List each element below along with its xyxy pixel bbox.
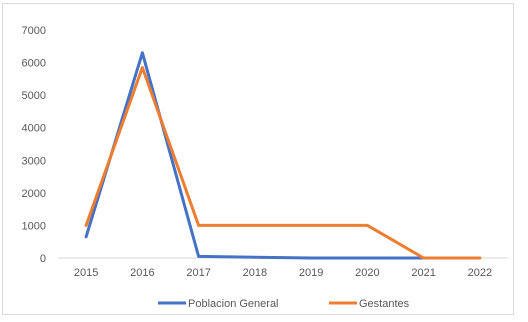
x-tick-label: 2016 — [130, 267, 154, 279]
x-tick-label: 2018 — [243, 267, 267, 279]
series-line-gestantes — [84, 66, 482, 260]
x-tick-label: 2019 — [299, 267, 323, 279]
y-tick-label: 5000 — [22, 90, 46, 102]
x-tick-label: 2015 — [74, 267, 98, 279]
plot-series — [84, 51, 482, 260]
legend-label: Gestantes — [359, 298, 410, 310]
x-tick-label: 2020 — [355, 267, 379, 279]
x-axis: 2015 2016 2017 2018 2019 2020 2021 2022 — [74, 267, 492, 279]
y-tick-label: 0 — [40, 253, 46, 265]
series-line-poblacion-general — [84, 51, 426, 260]
y-tick-label: 4000 — [22, 123, 46, 135]
y-tick-label: 1000 — [22, 220, 46, 232]
legend-label: Poblacion General — [188, 298, 279, 310]
y-tick-label: 2000 — [22, 188, 46, 200]
x-tick-label: 2021 — [411, 267, 435, 279]
legend: Poblacion General Gestantes — [158, 298, 410, 310]
y-axis: 0 1000 2000 3000 4000 5000 6000 7000 — [22, 25, 46, 265]
chart-area: 0 1000 2000 3000 4000 5000 6000 7000 2015 2016 20… — [2, 3, 514, 315]
y-tick-label: 7000 — [22, 25, 46, 37]
y-tick-label: 3000 — [22, 155, 46, 167]
x-tick-label: 2017 — [186, 267, 210, 279]
x-tick-label: 2022 — [468, 267, 492, 279]
y-tick-label: 6000 — [22, 58, 46, 70]
